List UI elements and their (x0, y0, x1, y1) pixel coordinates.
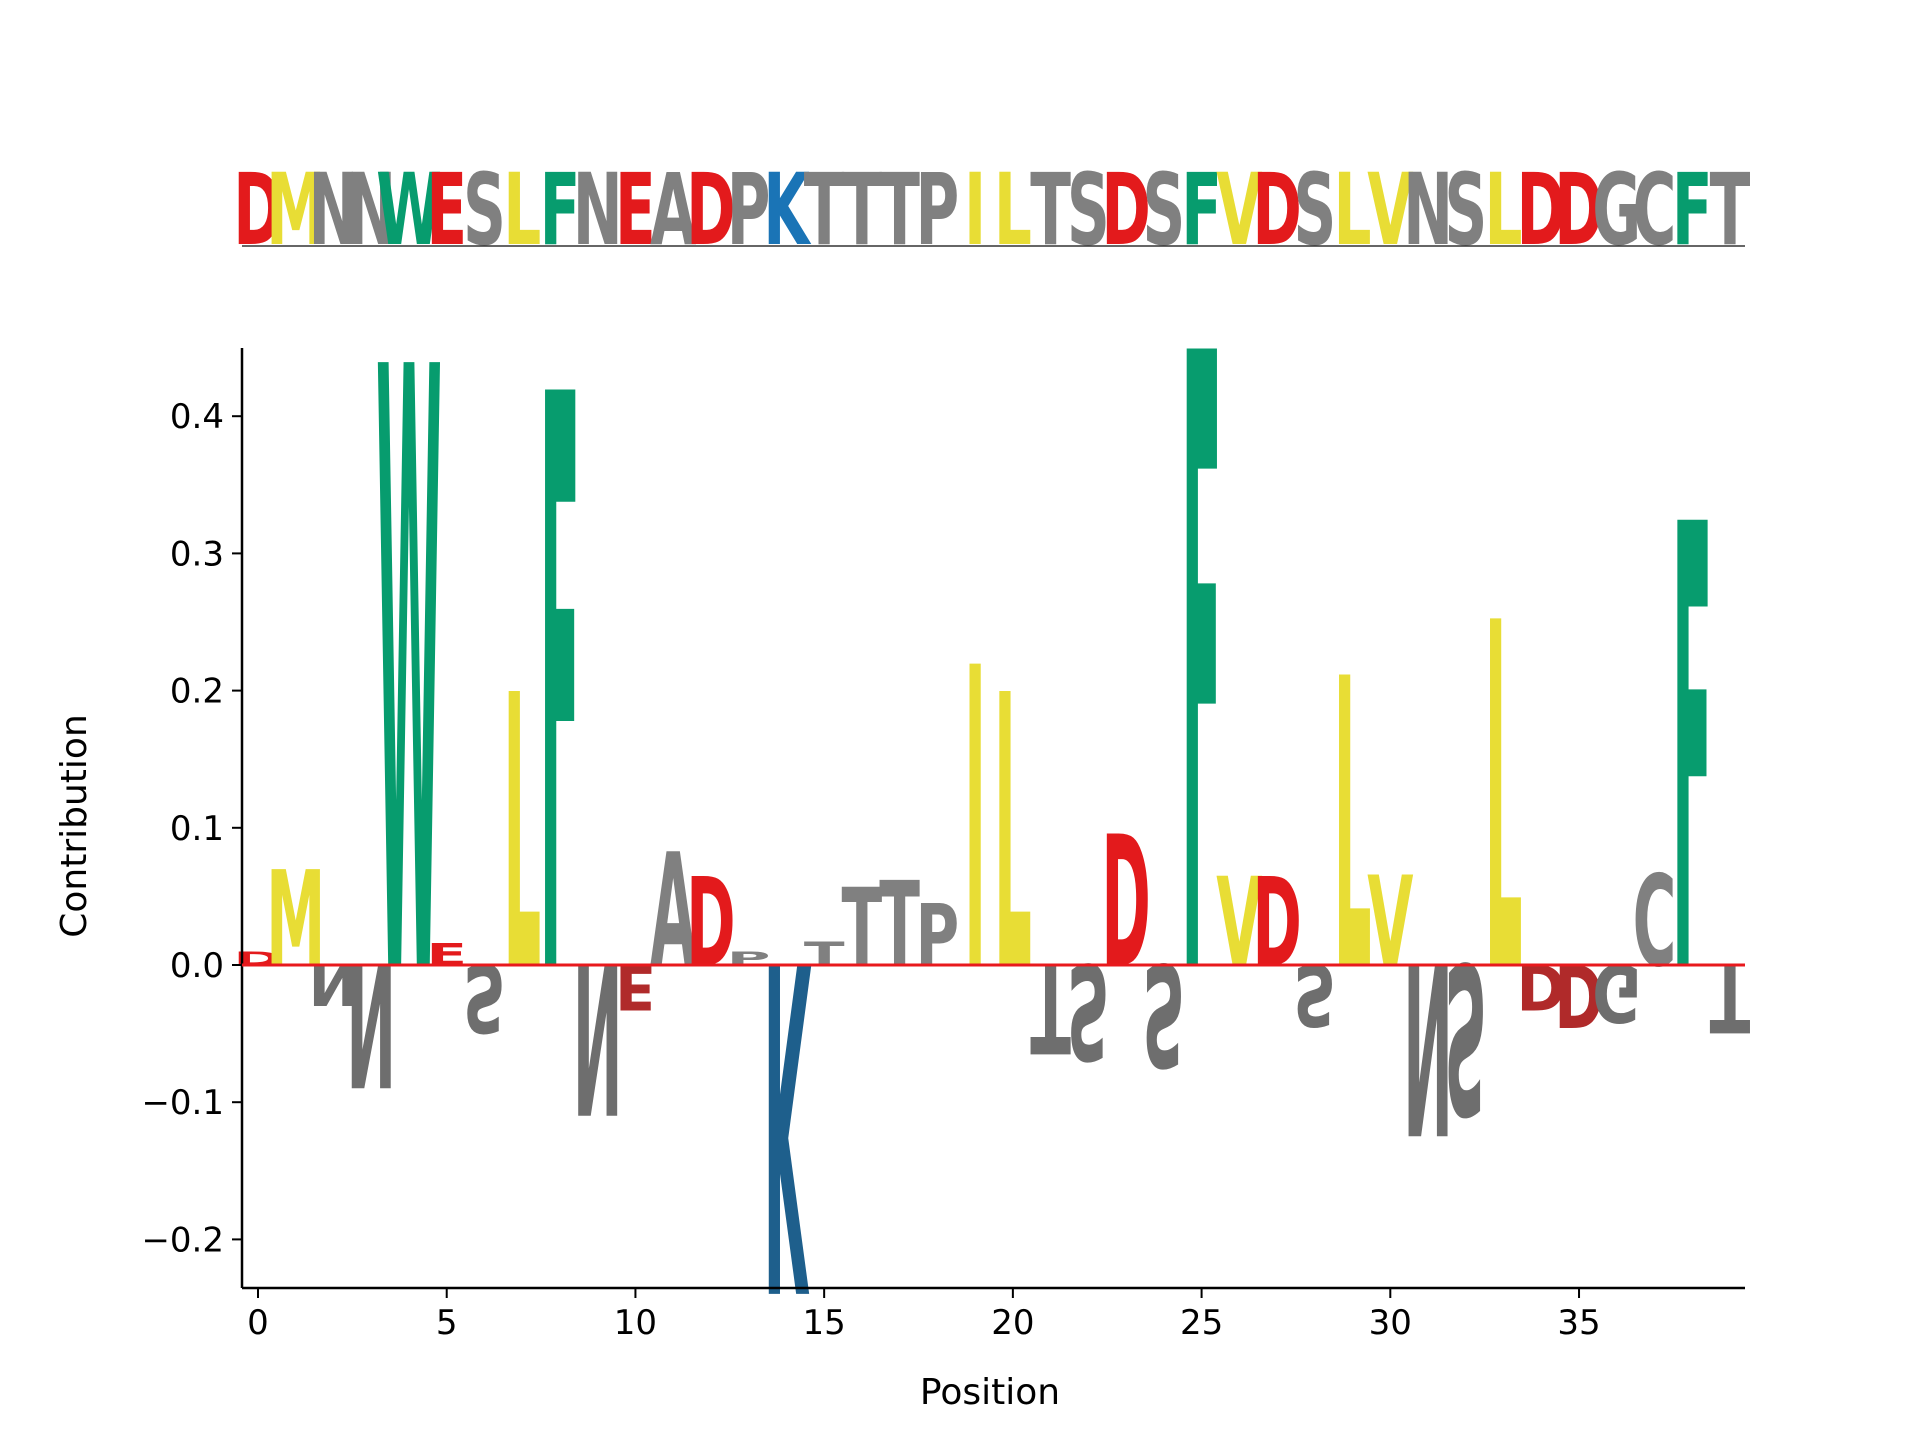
logo-letter: V (1216, 852, 1262, 994)
logo-letter: M (266, 844, 325, 997)
sequence-letter: L (994, 153, 1032, 268)
logo-letter: V (1367, 850, 1413, 994)
sequence-letter: T (879, 153, 920, 268)
sequence-letter: F (540, 153, 581, 268)
y-axis-label: Contribution (54, 714, 95, 938)
x-tick-label: 30 (1369, 1303, 1412, 1343)
x-tick-label: 10 (614, 1303, 657, 1343)
logo-letter: L (503, 617, 541, 1054)
logo-letter: E (615, 950, 656, 1021)
logo-letter: D (1554, 944, 1604, 1045)
logo-letter: E (426, 938, 467, 973)
sequence-letter: T (842, 153, 883, 268)
sequence-letter: F (1672, 153, 1713, 268)
logo-letter: N (346, 925, 396, 1122)
x-tick-label: 35 (1557, 1303, 1600, 1343)
logo-letter: T (804, 936, 845, 973)
logo-letter: N (309, 951, 359, 1017)
logo-letter: F (1672, 399, 1713, 1110)
sequence-letter: N (573, 153, 623, 268)
sequence-letter: W (376, 153, 442, 268)
y-tick-label: 0.0 (170, 946, 224, 986)
sequence-letter: T (1030, 153, 1071, 268)
sequence-letter: T (1710, 153, 1751, 268)
logo-letter: N (1403, 909, 1453, 1182)
sequence-letter: M (266, 153, 325, 268)
sequence-letter: N (1403, 153, 1453, 268)
sequence-letter: D (233, 153, 283, 268)
logo-letter: G (1592, 946, 1641, 1037)
sequence-letter: S (463, 153, 506, 268)
logo-letter: D (1101, 797, 1151, 1008)
logo-letter: I (964, 581, 986, 1063)
sequence-letter: D (1554, 153, 1604, 268)
sequence-letter: N (309, 153, 359, 268)
sequence-letter: N (346, 153, 396, 268)
logo-letter: N (573, 916, 623, 1157)
sequence-letter: V (1216, 153, 1262, 268)
logo-letter: S (1142, 931, 1185, 1095)
x-tick-label: 20 (991, 1303, 1034, 1343)
sequence-letter: K (763, 153, 811, 268)
sequence-letter: C (1633, 153, 1677, 268)
y-tick-label: −0.2 (141, 1220, 224, 1260)
logo-letter: D (686, 852, 736, 994)
sequence-letter: S (1444, 153, 1487, 268)
logo-letter: T (1710, 942, 1751, 1052)
sequence-letter: S (1293, 153, 1336, 268)
logo-letter: S (1067, 933, 1110, 1086)
sequence-letter: L (503, 153, 541, 268)
sequence-letter: G (1592, 153, 1641, 268)
x-tick-label: 5 (436, 1303, 458, 1343)
logo-letter: F (540, 233, 581, 1152)
sequence-letter: D (1252, 153, 1302, 268)
x-tick-label: 25 (1180, 1303, 1223, 1343)
y-tick-label: 0.1 (170, 809, 224, 849)
sequence-letter: P (916, 153, 960, 268)
logo-letter: T (1030, 936, 1071, 1078)
logo-letter: T (879, 857, 920, 993)
sequence-letter: L (1485, 153, 1523, 268)
sequence-letter: S (1067, 153, 1110, 268)
y-tick-label: 0.4 (170, 397, 224, 437)
logo-letter: D (1517, 950, 1567, 1021)
logo-letter: D (1252, 852, 1302, 994)
logo-letter: L (1485, 523, 1523, 1077)
x-tick-label: 15 (803, 1303, 846, 1343)
sequence-letter: L (1334, 153, 1372, 268)
y-tick-label: 0.2 (170, 672, 224, 712)
logo-letter: A (650, 820, 696, 1002)
sequence-letter: P (727, 153, 771, 268)
logo-letter: C (1633, 850, 1677, 996)
logo-letter: P (916, 888, 960, 986)
logo-letter: S (1444, 916, 1487, 1157)
sequence-letter: S (1142, 153, 1185, 268)
sequence-letter: D (1101, 153, 1151, 268)
logo-letter: W (376, 199, 442, 1161)
logo-letter: S (463, 942, 506, 1052)
logo-letter: L (1334, 597, 1372, 1060)
sequence-letter: D (686, 153, 736, 268)
sequence-letter: E (615, 153, 656, 268)
sequence-letter: D (1517, 153, 1567, 268)
sequence-letter: A (650, 153, 696, 268)
sequence-letter: V (1367, 153, 1413, 268)
sequence-letter: I (964, 153, 986, 268)
x-tick-label: 0 (247, 1303, 269, 1343)
sequence-letter: F (1181, 153, 1222, 268)
sequence-letter: E (426, 153, 467, 268)
logo-letter: T (842, 867, 883, 991)
sequence-letter: T (804, 153, 845, 268)
logo-letter: L (994, 617, 1032, 1054)
y-tick-label: −0.1 (141, 1083, 224, 1123)
y-tick-label: 0.3 (170, 534, 224, 574)
logo-letter: S (1293, 944, 1336, 1042)
plot-axes: 0 5 10 15 20 25 30 35 −0.2 −0.1 0.0 0.1 0.2 0.3 0.4 (141, 348, 1745, 1343)
logo-letter: K (763, 858, 811, 1384)
logo-letter: F (1181, 182, 1222, 1165)
x-axis-label: Position (920, 1372, 1060, 1413)
